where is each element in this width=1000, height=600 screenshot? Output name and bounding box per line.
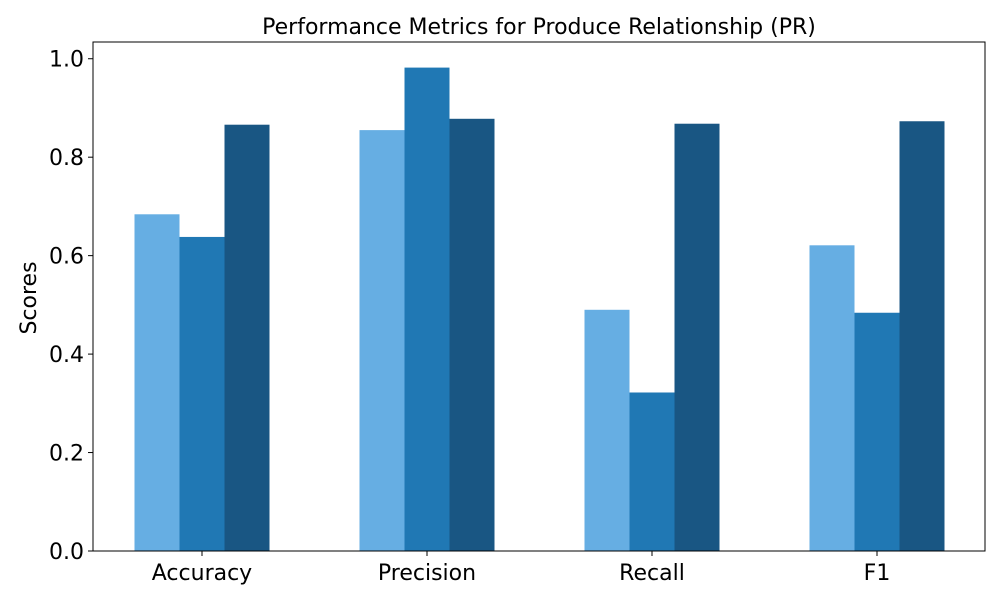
bar-recall-series-1 bbox=[584, 309, 630, 551]
x-tick-label-f1: F1 bbox=[864, 561, 891, 586]
bar-f1-series-1 bbox=[809, 245, 855, 552]
y-tick-label: 0.4 bbox=[49, 343, 84, 368]
y-axis-ticks: 0.0 0.2 0.4 0.6 0.8 1.0 bbox=[49, 48, 93, 565]
y-tick-label: 0.2 bbox=[49, 442, 84, 467]
x-tick-label-recall: Recall bbox=[619, 561, 685, 586]
bar-f1-series-3 bbox=[899, 121, 945, 552]
plot-frame bbox=[92, 41, 986, 552]
chart-title: Performance Metrics for Produce Relation… bbox=[262, 15, 816, 40]
bar-recall-series-2 bbox=[629, 392, 675, 551]
bar-precision-series-1 bbox=[359, 130, 405, 551]
y-axis-label: Scores bbox=[17, 261, 42, 334]
bar-f1-series-2 bbox=[854, 312, 900, 551]
bar-accuracy-series-2 bbox=[179, 236, 225, 552]
bars-layer bbox=[134, 67, 945, 552]
x-tick-label-accuracy: Accuracy bbox=[152, 561, 252, 586]
bar-recall-series-3 bbox=[674, 123, 720, 551]
x-tick-label-precision: Precision bbox=[378, 561, 476, 586]
y-tick-label: 0.0 bbox=[49, 540, 84, 565]
y-tick-label: 1.0 bbox=[49, 48, 84, 73]
y-tick-label: 0.6 bbox=[49, 245, 84, 270]
bar-precision-series-2 bbox=[404, 67, 450, 551]
y-tick-label: 0.8 bbox=[49, 146, 84, 171]
bar-accuracy-series-1 bbox=[134, 214, 180, 552]
bar-accuracy-series-3 bbox=[224, 124, 270, 551]
bar-precision-series-3 bbox=[449, 118, 495, 552]
x-axis-ticks: Accuracy Precision Recall F1 bbox=[152, 551, 891, 586]
